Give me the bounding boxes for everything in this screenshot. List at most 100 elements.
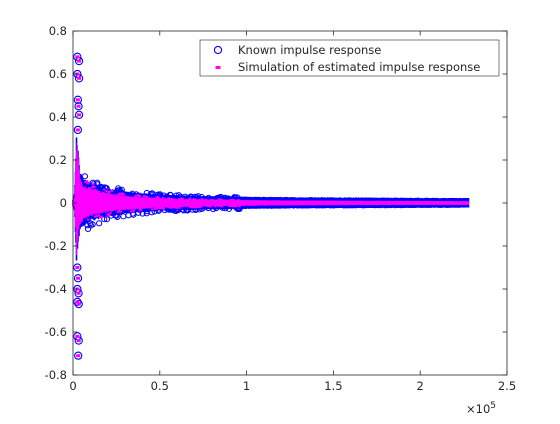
series-0-point bbox=[103, 216, 111, 223]
series-1-point bbox=[155, 195, 158, 198]
series-1-outlier bbox=[76, 339, 81, 343]
series-1-point bbox=[192, 205, 195, 208]
series-1-point bbox=[195, 205, 199, 208]
series-1-point bbox=[175, 206, 179, 209]
series-1-point bbox=[237, 199, 240, 202]
series-0-point bbox=[87, 220, 94, 227]
series-0-outlier bbox=[74, 102, 83, 111]
series-1-point bbox=[204, 198, 207, 201]
series-1-outlier bbox=[77, 113, 82, 117]
series-1-point bbox=[106, 213, 109, 216]
series-1-point bbox=[162, 207, 165, 210]
series-1-point bbox=[99, 216, 102, 219]
series-1-point bbox=[103, 188, 106, 191]
series-1-point bbox=[218, 198, 221, 201]
series-1-point bbox=[197, 206, 201, 209]
series-1-point bbox=[119, 210, 123, 213]
series-1-outlier bbox=[76, 276, 81, 280]
series-1-point bbox=[155, 197, 159, 200]
legend-marker-dot-icon bbox=[215, 66, 221, 69]
x-exponent-label: ×105 bbox=[466, 401, 496, 416]
series-0-point bbox=[120, 213, 127, 220]
series-1-point bbox=[159, 207, 162, 210]
series-1-outlier bbox=[75, 55, 80, 59]
series-1-point bbox=[109, 212, 112, 215]
series-0-point bbox=[184, 207, 191, 214]
y-tick-label: -0.6 bbox=[45, 325, 67, 339]
series-1-point bbox=[138, 195, 141, 198]
series-1-outlier bbox=[76, 302, 81, 306]
series-1-point bbox=[193, 206, 197, 209]
series-1-point bbox=[134, 195, 137, 198]
y-tick-label: 0.6 bbox=[49, 67, 67, 81]
series-1-point bbox=[107, 190, 111, 193]
series-1-outlier bbox=[77, 76, 82, 80]
series-0-point bbox=[98, 184, 105, 191]
series-1-point bbox=[206, 205, 209, 208]
x-tick-label: 2 bbox=[417, 379, 424, 393]
series-0-point bbox=[166, 191, 174, 198]
series-0-point bbox=[112, 212, 119, 219]
series-1-point bbox=[85, 180, 89, 183]
series-1-point bbox=[238, 205, 241, 208]
series-1-point bbox=[143, 195, 146, 198]
series-0-point bbox=[149, 191, 157, 198]
series-1 bbox=[72, 55, 469, 358]
series-1-outlier bbox=[76, 354, 81, 358]
series-0-point bbox=[96, 220, 103, 227]
series-1-point bbox=[97, 214, 101, 217]
x-tick-label: 0 bbox=[69, 379, 76, 393]
series-0-point bbox=[101, 216, 108, 223]
series-1-point bbox=[200, 197, 204, 200]
series-1-point bbox=[91, 183, 95, 186]
series-1-point bbox=[100, 215, 104, 218]
x-exponent-power: 5 bbox=[490, 401, 496, 411]
series-0-point bbox=[143, 210, 150, 217]
series-1-point bbox=[136, 194, 140, 197]
series-1-point bbox=[167, 206, 170, 209]
series-1-point bbox=[116, 193, 119, 196]
series-1-point bbox=[122, 193, 126, 196]
series-0-outlier bbox=[73, 125, 83, 135]
series-1-point bbox=[93, 215, 97, 218]
legend-entry-simulation: Simulation of estimated impulse response bbox=[238, 60, 480, 74]
series-1-outlier bbox=[76, 104, 81, 108]
x-tick-label: 2.5 bbox=[498, 379, 516, 393]
series-1-point bbox=[138, 208, 142, 211]
series-1-point bbox=[86, 218, 90, 221]
series-1-point bbox=[91, 186, 94, 188]
series-0-outlier bbox=[74, 351, 83, 360]
series-1-point bbox=[121, 192, 124, 195]
series-1-point bbox=[234, 205, 237, 208]
series-1-point bbox=[161, 197, 165, 200]
series-1-point bbox=[116, 211, 120, 214]
x-tick-label: 1.5 bbox=[324, 379, 342, 393]
series-1-outlier bbox=[75, 334, 80, 338]
x-tick-label: 0.5 bbox=[151, 379, 169, 393]
x-exponent-base: ×10 bbox=[466, 402, 490, 416]
series-1-outlier bbox=[75, 266, 80, 269]
series-1-point bbox=[189, 206, 192, 209]
series-1-point bbox=[220, 205, 224, 208]
series-1-point bbox=[119, 193, 123, 196]
series-0-point bbox=[175, 192, 182, 199]
series-1-point bbox=[132, 209, 135, 212]
legend-marker-circle-icon bbox=[213, 45, 223, 55]
series-1-point bbox=[210, 198, 213, 201]
series-1-point bbox=[107, 214, 110, 217]
series-0-outlier bbox=[73, 274, 83, 283]
y-tick-label: 0.2 bbox=[49, 153, 67, 167]
series-1-point bbox=[130, 210, 133, 213]
series-1-point bbox=[170, 198, 174, 201]
axes-layer: 0 0.5 1 1.5 2 2.5 -0.8 -0.6 -0.4 -0.2 0 0.2 0.4 0.6 0.… bbox=[45, 24, 517, 393]
series-1-outlier bbox=[75, 128, 80, 132]
series-0-point bbox=[129, 190, 136, 197]
series-1-point bbox=[199, 205, 203, 208]
series-0-point bbox=[234, 205, 241, 213]
series-1-point bbox=[154, 207, 157, 210]
series-1-point bbox=[151, 208, 154, 211]
series-1-point bbox=[95, 215, 98, 218]
series-0-outlier bbox=[74, 110, 84, 119]
